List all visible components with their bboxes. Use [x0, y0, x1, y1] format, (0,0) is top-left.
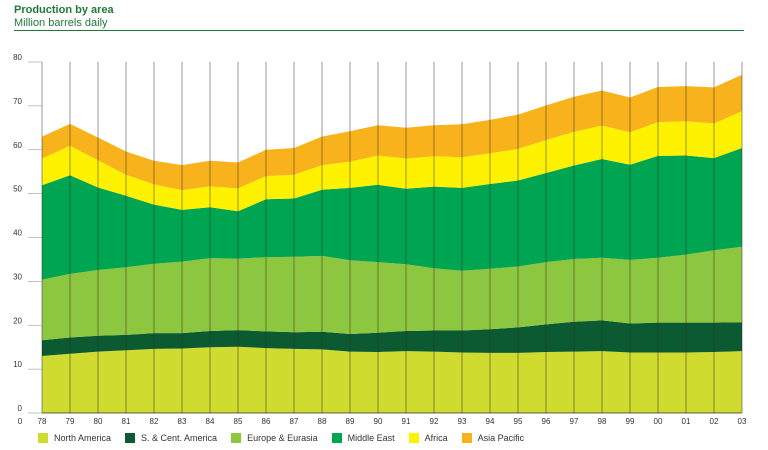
y-tick-label: 30 [13, 272, 22, 281]
legend-label: Africa [424, 433, 448, 443]
legend-swatch [231, 433, 242, 443]
y-tick-label: 20 [13, 316, 22, 325]
y-tick-label: 80 [13, 53, 22, 62]
x-tick-label: 80 [94, 417, 103, 426]
title-divider [14, 30, 744, 31]
x-tick-label: 00 [654, 417, 663, 426]
x-tick-label: 78 [38, 417, 47, 426]
x-tick-label: 81 [122, 417, 131, 426]
area-series-4 [42, 111, 742, 212]
legend-label: Middle East [347, 433, 395, 443]
legend-item: Europe & Eurasia [231, 433, 318, 443]
x-tick-label: 92 [430, 417, 439, 426]
x-origin-label: 0 [18, 417, 23, 426]
x-tick-label: 03 [738, 417, 747, 426]
x-tick-label: 84 [206, 417, 215, 426]
x-tick-label: 99 [626, 417, 635, 426]
x-tick-label: 88 [318, 417, 327, 426]
chart-legend: North America S. & Cent. America Europe & … [38, 431, 538, 445]
x-tick-label: 02 [710, 417, 719, 426]
x-tick-label: 93 [458, 417, 467, 426]
legend-label: S. & Cent. America [141, 433, 218, 443]
x-tick-label: 87 [290, 417, 299, 426]
legend-item: Middle East [331, 433, 395, 443]
x-tick-label: 79 [66, 417, 75, 426]
x-tick-label: 83 [178, 417, 187, 426]
legend-label: Asia Pacific [477, 433, 525, 443]
x-tick-label: 98 [598, 417, 607, 426]
legend-item: S. & Cent. America [125, 433, 217, 443]
chart-subtitle: Million barrels daily [14, 17, 108, 29]
legend-swatch [38, 433, 48, 443]
chart-title: Production by area [14, 4, 114, 16]
x-tick-label: 85 [234, 417, 243, 426]
y-tick-label: 40 [13, 229, 22, 238]
legend-item: North America [38, 433, 111, 443]
y-tick-label: 50 [13, 185, 22, 194]
area-series-5 [42, 74, 742, 191]
x-tick-label: 94 [486, 417, 495, 426]
legend-item: Asia Pacific [461, 433, 525, 443]
legend-swatch [331, 433, 342, 443]
x-tick-label: 96 [542, 417, 551, 426]
y-tick-label: 0 [18, 404, 23, 413]
x-tick-label: 95 [514, 417, 523, 426]
x-tick-label: 86 [262, 417, 271, 426]
legend-label: North America [54, 433, 112, 443]
x-tick-label: 82 [150, 417, 159, 426]
area-series-2 [42, 246, 742, 341]
legend-label: Europe & Eurasia [247, 433, 318, 443]
x-tick-label: 91 [402, 417, 411, 426]
y-tick-label: 60 [13, 141, 22, 150]
area-series-0 [42, 346, 742, 413]
x-tick-label: 90 [374, 417, 383, 426]
legend-swatch [125, 433, 136, 443]
area-series-3 [42, 148, 742, 280]
y-tick-label: 70 [13, 97, 22, 106]
legend-swatch [461, 433, 472, 443]
legend-item: Africa [408, 433, 448, 443]
y-tick-label: 10 [13, 360, 22, 369]
x-tick-label: 97 [570, 417, 579, 426]
legend-swatch [408, 433, 419, 443]
x-tick-label: 01 [682, 417, 691, 426]
x-tick-label: 89 [346, 417, 355, 426]
area-series-1 [42, 320, 742, 356]
